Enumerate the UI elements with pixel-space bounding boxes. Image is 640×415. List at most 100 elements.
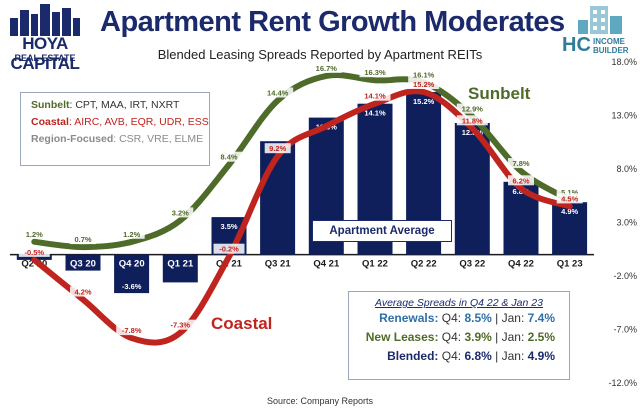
bar-value-label: 14.1% — [364, 109, 386, 118]
x-tick-label: Q1 22 — [362, 259, 388, 270]
y-tick-label: 18.0% — [611, 57, 637, 67]
line-value-label-bg — [70, 286, 96, 297]
bar-value-label: 4.9% — [561, 207, 578, 216]
spreads-box: Average Spreads in Q4 22 & Jan 23 Renewa… — [348, 291, 570, 380]
renewals-jan-label: | Jan: — [491, 311, 528, 325]
line-value-label-bg — [18, 246, 50, 257]
x-tick-label: Q1 21 — [167, 259, 194, 270]
logo-line2: BUILDER — [593, 46, 629, 55]
income-builder-logo: HC INCOME BUILDER — [560, 4, 638, 64]
building-icon — [578, 6, 622, 34]
line-value-label: 5.1% — [556, 187, 583, 197]
y-tick-label: -7.0% — [613, 325, 637, 335]
x-tick-label: Q4 22 — [508, 259, 534, 270]
line-value-text: -7.3% — [171, 321, 191, 330]
line-value-label-bg — [213, 243, 245, 254]
line-value-text: 16.3% — [364, 68, 386, 77]
bar — [65, 254, 101, 271]
line-value-text: 1.2% — [26, 230, 43, 239]
line-value-label-bg — [359, 90, 391, 101]
bar — [162, 254, 198, 283]
renewals-label: Renewals: — [379, 311, 439, 325]
line-value-text: 12.9% — [462, 105, 484, 114]
line-value-text: 16.1% — [413, 70, 435, 79]
line-value-label-bg — [118, 228, 145, 239]
chart-title: Apartment Rent Growth Moderates — [100, 6, 565, 38]
renewals-row: Renewals: Q4: 8.5% | Jan: 7.4% — [349, 309, 569, 328]
line-value-label: 7.8% — [508, 158, 534, 169]
line-value-text: 1.2% — [123, 230, 140, 239]
line-value-label-bg — [556, 187, 583, 197]
line-value-label: 3.2% — [167, 207, 194, 218]
line-value-label-bg — [556, 193, 583, 204]
line-value-label-bg — [456, 115, 488, 126]
line-value-label-bg — [164, 319, 196, 330]
x-tick-label: Q2 22 — [411, 259, 437, 270]
chart-subtitle: Blended Leasing Spreads Reported by Apar… — [157, 47, 483, 62]
line-value-label: 14.1% — [359, 90, 391, 101]
line-value-text: -0.2% — [219, 245, 239, 254]
line-value-label-bg — [167, 207, 194, 218]
line-value-label: 6.2% — [508, 175, 534, 186]
legend-sunbelt-value: : CPT, MAA, IRT, NXRT — [69, 99, 180, 111]
x-tick-label: Q3 21 — [265, 259, 292, 270]
line-value-label: -0.5% — [18, 246, 50, 257]
line-value-text: 7.8% — [512, 159, 529, 168]
bar — [114, 254, 150, 294]
average-series-label: Apartment Average — [312, 220, 452, 242]
bar-value-label: -3.6% — [122, 282, 142, 291]
line-value-label-bg — [456, 103, 488, 114]
x-tick-label: Q2 20 — [21, 259, 47, 270]
spreads-heading: Average Spreads in Q4 22 & Jan 23 — [375, 297, 543, 309]
line-value-label: 1.2% — [118, 228, 145, 239]
line-value-label: 16.7% — [310, 62, 342, 73]
line-value-text: 5.1% — [561, 188, 578, 197]
legend-coastal-key: Coastal — [31, 116, 69, 128]
line-value-text: 6.2% — [512, 176, 529, 185]
line-value-label: 14.4% — [262, 87, 294, 98]
line-value-label-bg — [508, 158, 534, 169]
line-value-label-bg — [359, 67, 391, 78]
hoya-capital-logo: HOYA CAPITAL REAL ESTATE — [4, 4, 86, 73]
logo-hc: HC — [562, 34, 591, 56]
line-value-text: 16.7% — [316, 64, 338, 73]
line-value-label: 9.2% — [264, 143, 291, 154]
legend-region-key: Region-Focused — [31, 133, 114, 145]
new-leases-jan-label: | Jan: — [491, 330, 528, 344]
renewals-jan-value: 7.4% — [527, 311, 555, 325]
renewals-q4-value: 8.5% — [464, 311, 492, 325]
line-value-label-bg — [310, 62, 342, 73]
line-value-label: 11.8% — [456, 115, 488, 126]
new-leases-q4-value: 3.9% — [464, 330, 492, 344]
legend-region-value: : CSR, VRE, ELME — [113, 133, 204, 145]
renewals-q4-label: Q4: — [441, 311, 465, 325]
x-tick-label: Q4 21 — [313, 259, 340, 270]
line-value-label: 0.7% — [70, 234, 96, 245]
blended-row: Blended: Q4: 6.8% | Jan: 4.9% — [349, 347, 569, 366]
line-value-label: 8.4% — [216, 151, 242, 162]
line-value-label-bg — [21, 228, 48, 239]
line-value-label-bg — [408, 69, 440, 80]
skyline-icon — [10, 4, 80, 36]
blended-jan-value: 4.9% — [527, 349, 555, 363]
line-value-label: 4.5% — [556, 193, 583, 204]
new-leases-row: New Leases: Q4: 3.9% | Jan: 2.5% — [349, 328, 569, 347]
line-value-label: -7.8% — [116, 325, 148, 336]
line-value-text: 9.2% — [269, 144, 286, 153]
blended-jan-label: | Jan: — [491, 349, 528, 363]
x-tick-label: Q1 23 — [557, 259, 583, 270]
legend-coastal-value: : AIRC, AVB, EQR, UDR, ESS — [68, 116, 209, 128]
logo-income-builder: INCOME BUILDER — [593, 37, 629, 55]
new-leases-jan-value: 2.5% — [527, 330, 555, 344]
legend-sunbelt-key: Sunbelt — [31, 99, 70, 111]
blended-label: Blended: — [387, 349, 439, 363]
line-value-label-bg — [408, 79, 440, 89]
bar-value-label: 3.5% — [220, 222, 237, 231]
line-value-label: 16.1% — [408, 69, 440, 80]
line-value-text: 4.2% — [74, 288, 91, 297]
line-value-label: 12.9% — [456, 103, 488, 114]
line-value-text: 14.4% — [267, 89, 289, 98]
bar-value-label: 15.2% — [413, 97, 435, 106]
